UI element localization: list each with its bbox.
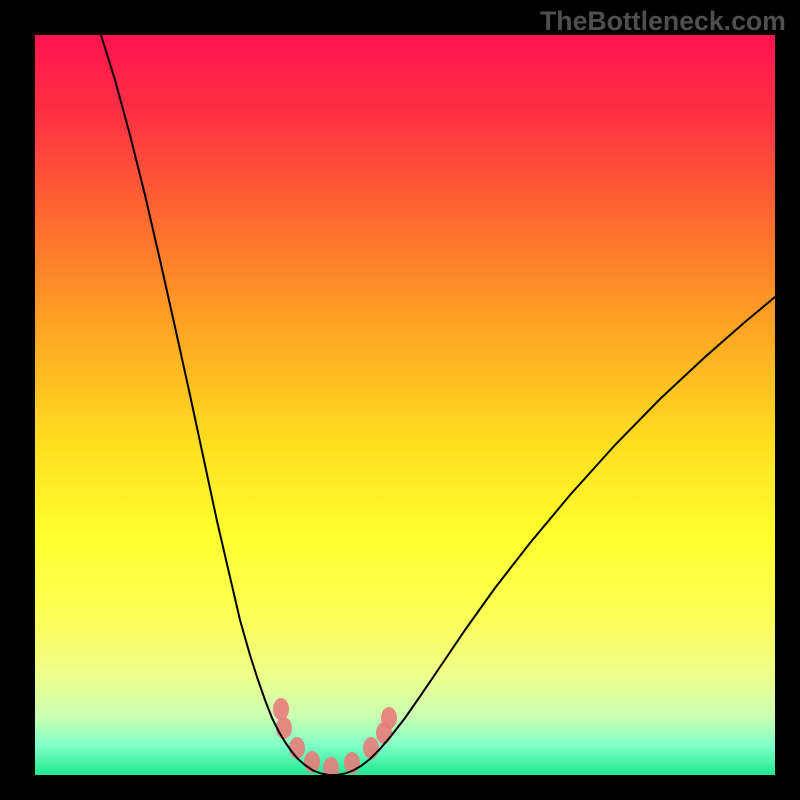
highlight-marker	[276, 717, 292, 739]
bottleneck-curve	[101, 35, 775, 775]
highlight-markers-group	[273, 698, 397, 775]
highlight-marker	[363, 737, 379, 759]
curve-layer	[35, 35, 775, 775]
highlight-marker	[273, 698, 289, 720]
highlight-marker	[289, 737, 305, 759]
highlight-marker	[381, 707, 397, 729]
plot-area	[35, 35, 775, 775]
highlight-marker	[323, 757, 339, 775]
watermark-text: TheBottleneck.com	[540, 6, 786, 37]
